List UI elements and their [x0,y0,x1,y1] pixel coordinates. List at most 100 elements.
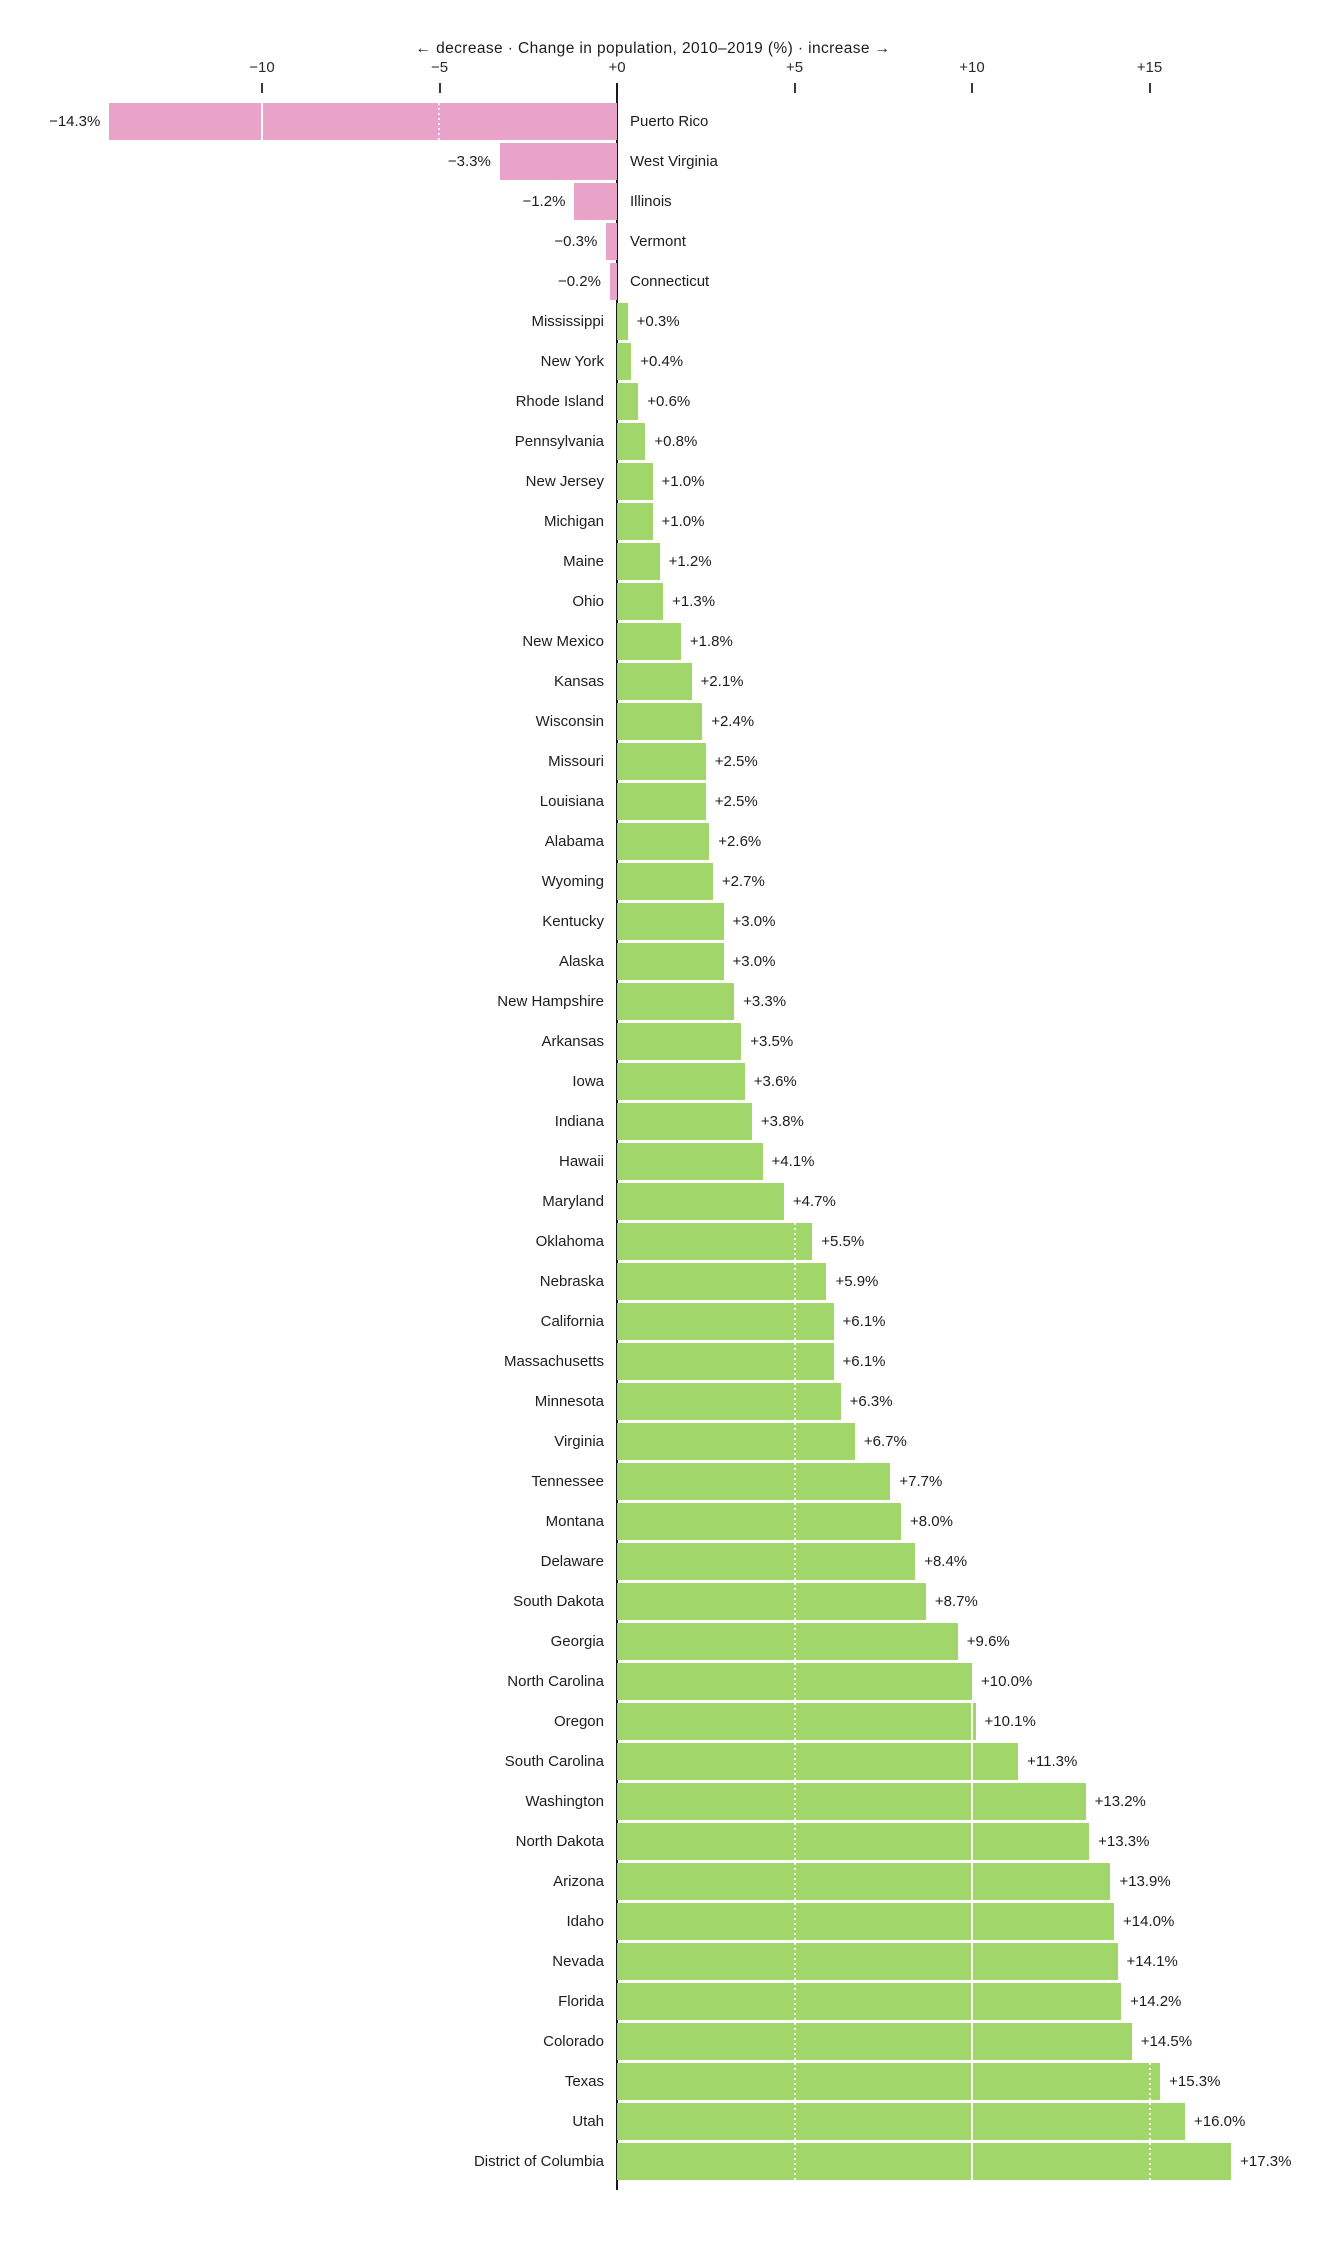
bar-maine[interactable] [617,543,660,580]
axis-tick-label-15: +15 [1136,59,1163,76]
value-label-new-jersey: +1.0% [661,473,705,490]
bar-wyoming[interactable] [617,863,713,900]
bar-georgia[interactable] [617,1623,958,1660]
bar-kentucky[interactable] [617,903,724,940]
bar-missouri[interactable] [617,743,706,780]
axis-tick-mark--10 [261,83,263,93]
bar-district-of-columbia[interactable] [617,2143,1232,2180]
value-label-missouri: +2.5% [714,753,758,770]
bar-florida[interactable] [617,1983,1122,2020]
state-label-north-carolina: North Carolina [507,1673,604,1690]
value-label-alabama: +2.6% [718,833,762,850]
bar-illinois[interactable] [574,183,617,220]
bar-mississippi[interactable] [617,303,628,340]
bar-new-mexico[interactable] [617,623,681,660]
bar-south-dakota[interactable] [617,1583,926,1620]
bar-arkansas[interactable] [617,1023,742,1060]
bar-minnesota[interactable] [617,1383,841,1420]
bar-idaho[interactable] [617,1903,1114,1940]
bar-tennessee[interactable] [617,1463,891,1500]
bar-texas[interactable] [617,2063,1161,2100]
value-label-georgia: +9.6% [966,1633,1010,1650]
gridline-5-oklahoma [793,1223,796,1260]
bar-alaska[interactable] [617,943,724,980]
bar-indiana[interactable] [617,1103,752,1140]
value-label-vermont: −0.3% [554,233,598,250]
bar-connecticut[interactable] [609,263,617,300]
bar-colorado[interactable] [617,2023,1132,2060]
bar-nebraska[interactable] [617,1263,827,1300]
axis-tick-label--5: −5 [430,59,449,76]
value-label-new-mexico: +1.8% [689,633,733,650]
bar-washington[interactable] [617,1783,1086,1820]
bar-rhode-island[interactable] [617,383,639,420]
state-label-ohio: Ohio [572,593,604,610]
bar-north-carolina[interactable] [617,1663,972,1700]
state-label-georgia: Georgia [550,1633,604,1650]
state-label-idaho: Idaho [566,1913,604,1930]
gridline-10-south-carolina [971,1743,973,1780]
state-label-louisiana: Louisiana [539,793,604,810]
bar-vermont[interactable] [606,223,617,260]
gridline-10-washington [971,1783,973,1820]
gridline-5-utah [793,2103,796,2140]
state-label-illinois: Illinois [630,193,672,210]
bar-south-carolina[interactable] [617,1743,1019,1780]
value-label-colorado: +14.5% [1140,2033,1193,2050]
bar-alabama[interactable] [617,823,710,860]
bar-west-virginia[interactable] [499,143,617,180]
bar-pennsylvania[interactable] [617,423,646,460]
bar-california[interactable] [617,1303,834,1340]
bar-new-jersey[interactable] [617,463,653,500]
bar-ohio[interactable] [617,583,664,620]
bar-iowa[interactable] [617,1063,745,1100]
gridline-5-delaware [793,1543,796,1580]
bar-wisconsin[interactable] [617,703,703,740]
gridline-5-virginia [793,1423,796,1460]
value-label-connecticut: −0.2% [557,273,601,290]
gridline-5-california [793,1303,796,1340]
bar-oregon[interactable] [617,1703,976,1740]
value-label-montana: +8.0% [910,1513,953,1530]
bar-hawaii[interactable] [617,1143,763,1180]
axis-tick-mark--5 [438,83,441,93]
bar-nevada[interactable] [617,1943,1118,1980]
bar-michigan[interactable] [617,503,653,540]
state-label-nebraska: Nebraska [539,1273,604,1290]
bar-massachusetts[interactable] [617,1343,834,1380]
bar-utah[interactable] [617,2103,1185,2140]
bar-new-york[interactable] [617,343,632,380]
gridline-5-georgia [793,1623,796,1660]
bar-new-hampshire[interactable] [617,983,735,1020]
gridline-10-idaho [971,1903,973,1940]
bar-arizona[interactable] [617,1863,1111,1900]
bar-montana[interactable] [617,1503,901,1540]
bar-north-dakota[interactable] [617,1823,1090,1860]
gridline-5-tennessee [793,1463,796,1500]
value-label-south-dakota: +8.7% [934,1593,978,1610]
gridline-5-south-dakota [793,1583,796,1620]
gridline-5-texas [793,2063,796,2100]
bar-puerto-rico[interactable] [109,103,617,140]
value-label-oregon: +10.1% [984,1713,1036,1730]
bar-maryland[interactable] [617,1183,784,1220]
state-label-new-mexico: New Mexico [522,633,604,650]
gridline-5-massachusetts [793,1343,796,1380]
value-label-hawaii: +4.1% [771,1153,815,1170]
axis-tick-mark-5 [793,83,796,93]
state-label-kansas: Kansas [553,673,604,690]
state-label-washington: Washington [525,1793,604,1810]
gridline-10-utah [971,2103,973,2140]
bar-delaware[interactable] [617,1543,916,1580]
bar-louisiana[interactable] [617,783,706,820]
value-label-texas: +15.3% [1169,2073,1221,2090]
bar-kansas[interactable] [617,663,692,700]
state-label-pennsylvania: Pennsylvania [514,433,604,450]
state-label-rhode-island: Rhode Island [515,393,604,410]
state-label-florida: Florida [558,1993,604,2010]
value-label-minnesota: +6.3% [849,1393,893,1410]
bar-virginia[interactable] [617,1423,855,1460]
state-label-maine: Maine [563,553,604,570]
state-label-hawaii: Hawaii [558,1153,604,1170]
bar-oklahoma[interactable] [617,1223,813,1260]
